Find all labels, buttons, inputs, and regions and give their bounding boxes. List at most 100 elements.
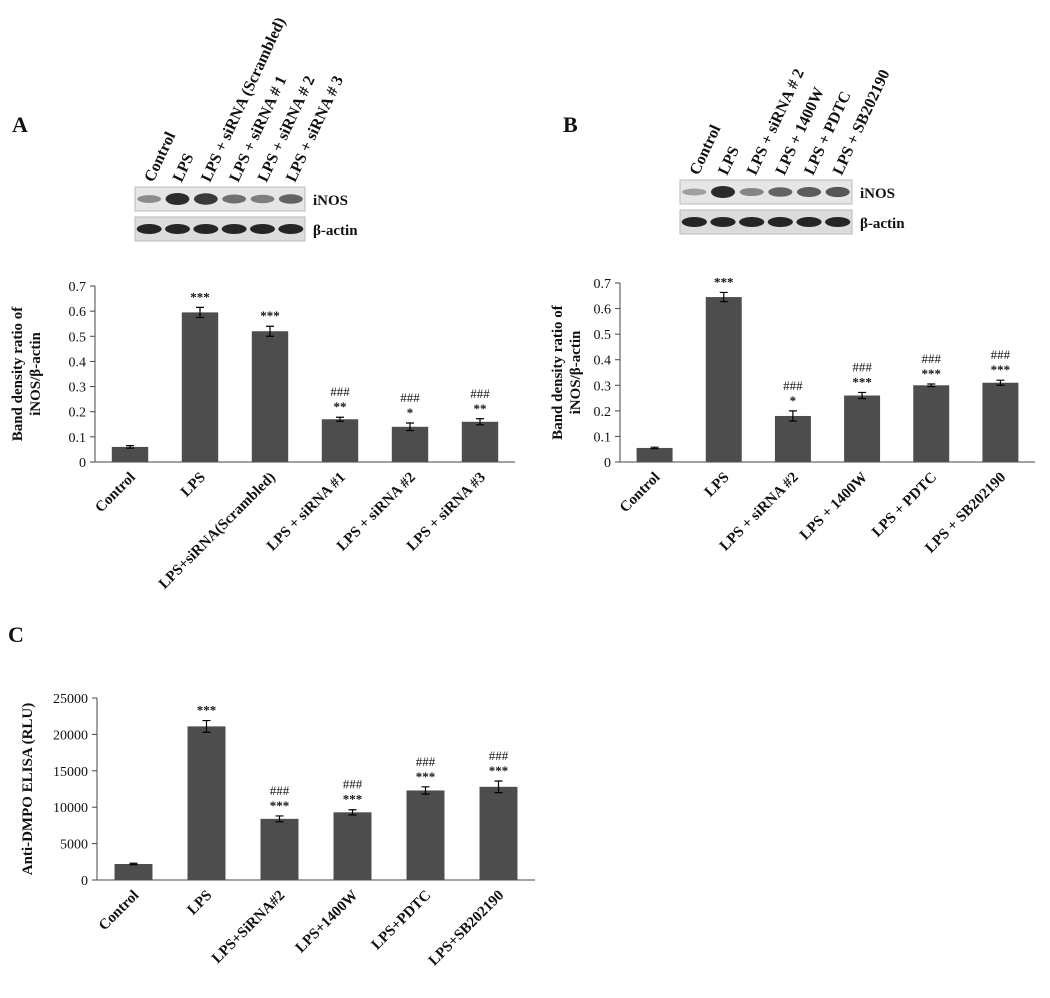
significance-star: *** [197,703,217,718]
actin-band [250,224,275,234]
significance-star: *** [489,763,509,778]
error-bar [788,410,797,422]
x-tick-label: LPS [178,470,209,501]
y-axis-label: Anti-DMPO ELISA (RLU) [20,703,36,876]
bar [111,446,149,462]
error-bar [336,416,344,422]
bar [114,863,153,880]
blot-band-label: β-actin [313,223,358,239]
x-tick-label: LPS+1400W [293,888,362,957]
inos-band [278,194,303,204]
significance-hash: ### [330,384,350,399]
x-tick-label: LPS+SiRNA#2 [209,888,288,967]
error-bar [650,446,659,450]
y-axis-label: iNOS/β-actin [568,330,584,414]
bar [913,385,950,462]
actin-band [136,224,162,234]
y-tick-label: 0.1 [69,431,87,446]
inos-band [250,194,275,204]
actin-band [710,217,736,227]
blot-lane-label: LPS [715,144,743,178]
blot-band-label: iNOS [860,186,895,202]
significance-hash: ### [343,777,363,792]
y-tick-label: 10000 [53,801,88,816]
significance-star: * [790,393,797,408]
error-bar [858,391,867,400]
actin-band [681,217,707,227]
y-tick-label: 0.6 [594,303,612,318]
significance-hash: ### [783,378,803,393]
error-bar [421,786,430,795]
y-tick-label: 0.4 [594,354,612,369]
inos-band [137,195,162,203]
y-tick-label: 0 [604,456,611,471]
significance-star: *** [922,366,942,381]
bar [982,382,1019,462]
blot-inos [134,186,306,212]
y-axis-label: Band density ratio of [550,304,566,440]
bar [251,331,289,462]
significance-star: * [407,405,414,420]
bar [844,395,881,462]
significance-star: *** [270,798,290,813]
y-tick-label: 0.1 [594,430,612,445]
y-tick-label: 20000 [53,728,88,743]
actin-band [165,224,190,234]
x-tick-label: Control [96,888,142,934]
significance-hash: ### [416,754,436,769]
bar [406,790,445,880]
significance-star: ** [334,399,347,414]
significance-hash: ### [270,783,290,798]
error-bar [406,422,414,432]
significance-hash: ### [922,351,942,366]
significance-star: *** [416,769,436,784]
significance-star: *** [714,274,734,289]
error-bar [126,445,134,449]
error-bar [266,325,274,337]
y-tick-label: 0.4 [69,355,87,370]
blot-lane-label: LPS [170,151,198,185]
bar [321,419,359,462]
significance-hash: ### [400,390,420,405]
inos-band [222,194,247,204]
blot-actin [134,216,306,242]
bar [391,426,429,462]
error-bar [476,418,484,426]
inos-band [682,188,707,196]
inos-band [796,187,822,197]
x-tick-label: LPS + PDTC [869,470,940,541]
actin-band [825,217,851,227]
actin-band [193,224,219,234]
blot-band-label: iNOS [313,193,348,209]
bar [636,447,673,462]
actin-band [796,217,822,227]
bar [479,786,518,880]
error-bar [348,809,357,816]
error-bar [129,862,138,866]
x-tick-label: Control [617,470,663,516]
x-tick-label: LPS+PDTC [369,888,435,954]
inos-band [739,187,764,197]
significance-star: *** [190,289,210,304]
y-tick-label: 0.3 [69,381,87,396]
inos-band [768,187,793,197]
significance-star: ** [474,401,487,416]
error-bar [196,306,204,319]
significance-hash: ### [991,347,1011,362]
bar [461,421,499,462]
significance-hash: ### [470,386,490,401]
y-tick-label: 0.5 [594,328,612,343]
y-tick-label: 25000 [53,692,88,707]
significance-hash: ### [489,748,509,763]
bar [187,726,226,880]
actin-band [221,224,247,234]
x-tick-label: LPS+SB202190 [426,888,508,970]
bar [181,312,219,462]
inos-band [710,186,736,198]
actin-band [767,217,793,227]
actin-band [739,217,765,227]
inos-band [193,193,218,205]
significance-star: *** [852,374,872,389]
error-bar [927,383,936,388]
y-tick-label: 0.7 [69,280,87,295]
